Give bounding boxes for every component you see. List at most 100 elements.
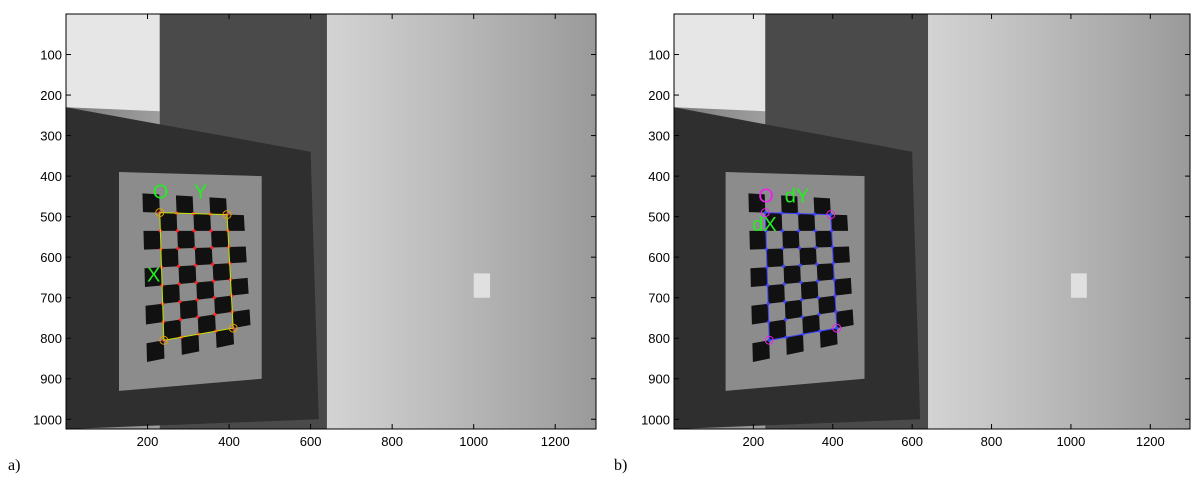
square <box>800 280 819 300</box>
corner <box>797 229 801 233</box>
y-tick-label: 800 <box>648 331 670 346</box>
panel-label: a) <box>8 457 20 474</box>
extreme-corner <box>832 323 842 333</box>
panel-label: b) <box>614 457 627 474</box>
corner <box>211 262 215 266</box>
square <box>786 334 804 355</box>
y-tick-label: 200 <box>40 88 62 103</box>
corner <box>196 315 200 319</box>
window <box>674 14 766 112</box>
square <box>832 246 850 264</box>
corner <box>781 264 786 268</box>
corner <box>178 300 182 304</box>
extreme-corner <box>159 335 169 345</box>
corner <box>177 282 181 286</box>
square <box>209 197 228 215</box>
corner <box>193 246 197 250</box>
lamp <box>473 273 490 298</box>
corner <box>783 300 787 304</box>
square <box>193 213 212 231</box>
axes-box <box>65 13 597 430</box>
square <box>178 265 197 285</box>
square <box>212 263 231 281</box>
square <box>818 295 836 315</box>
corner <box>800 315 804 319</box>
square <box>752 340 770 363</box>
y-tick-label: 600 <box>648 250 670 265</box>
x-tick-label: 200 <box>137 434 159 449</box>
corner <box>176 246 180 251</box>
corner <box>813 229 817 233</box>
extreme-corner <box>155 208 165 218</box>
corner <box>193 263 198 267</box>
square <box>782 230 800 249</box>
square <box>143 230 161 250</box>
y-tick-label: 1000 <box>33 412 62 427</box>
square <box>799 247 817 266</box>
corner <box>213 312 217 317</box>
y-tick-label: 700 <box>648 291 670 306</box>
annotation: O <box>758 185 774 207</box>
annotation: X <box>147 264 160 286</box>
photo <box>674 14 1190 429</box>
x-tick-label: 1200 <box>541 434 570 449</box>
corner <box>815 262 819 266</box>
square <box>211 230 229 248</box>
square <box>765 212 783 231</box>
y-tick-label: 400 <box>648 169 670 184</box>
annotation: Y <box>194 181 207 203</box>
corner <box>799 280 803 285</box>
x-tick-label: 1000 <box>459 434 488 449</box>
square <box>197 314 216 335</box>
corner <box>814 245 818 250</box>
x-tick-label: 800 <box>381 434 403 449</box>
square <box>232 309 251 329</box>
y-tick-label: 900 <box>648 372 670 387</box>
square <box>781 195 799 214</box>
square <box>227 214 245 231</box>
corner <box>817 312 821 317</box>
square <box>230 277 249 296</box>
corner <box>212 296 216 300</box>
x-tick-label: 1200 <box>1136 434 1165 449</box>
square <box>142 193 160 213</box>
square <box>813 197 831 215</box>
square <box>766 248 784 268</box>
square <box>177 230 195 249</box>
corner <box>815 279 820 283</box>
corner <box>797 246 802 250</box>
square <box>228 246 247 264</box>
corner <box>798 263 802 267</box>
square <box>145 303 164 325</box>
extreme-corner <box>760 208 770 218</box>
y-tick-label: 300 <box>648 129 670 144</box>
square <box>214 295 233 315</box>
window <box>66 14 160 112</box>
grid-outline <box>159 212 234 341</box>
extreme-corner <box>228 323 238 333</box>
y-tick-label: 400 <box>40 169 62 184</box>
square <box>215 328 235 348</box>
square <box>815 230 833 248</box>
square <box>163 319 182 341</box>
x-tick-label: 1000 <box>1056 434 1085 449</box>
square <box>175 195 194 214</box>
y-tick-label: 500 <box>40 210 62 225</box>
square <box>750 267 768 288</box>
corner <box>211 279 216 283</box>
square <box>768 319 787 341</box>
corner <box>178 317 183 322</box>
y-tick-label: 100 <box>648 48 670 63</box>
square <box>160 248 179 268</box>
y-tick-label: 100 <box>40 48 62 63</box>
square <box>798 213 816 231</box>
y-tick-label: 300 <box>40 129 62 144</box>
corner <box>192 229 196 233</box>
corner <box>176 264 181 268</box>
corner <box>799 298 804 302</box>
y-tick-label: 200 <box>648 88 670 103</box>
y-tick-label: 500 <box>648 210 670 225</box>
extreme-corner <box>764 335 774 345</box>
square <box>819 328 838 348</box>
x-tick-label: 600 <box>300 434 322 449</box>
